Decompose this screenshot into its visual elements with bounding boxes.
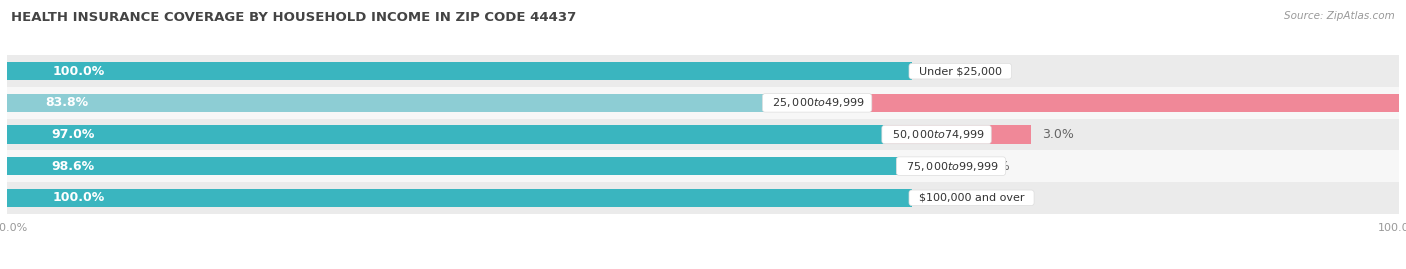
Text: 3.0%: 3.0%: [1042, 128, 1074, 141]
Text: 0.0%: 0.0%: [922, 65, 955, 78]
Bar: [7, 189, 912, 207]
Text: $100,000 and over: $100,000 and over: [912, 193, 1031, 203]
Bar: [765, 94, 1406, 112]
Bar: [7, 119, 1399, 150]
Bar: [7, 62, 912, 80]
Text: $50,000 to $74,999: $50,000 to $74,999: [884, 128, 988, 141]
Bar: [7, 94, 765, 112]
Bar: [7, 157, 898, 175]
Bar: [898, 157, 967, 175]
Text: 97.0%: 97.0%: [51, 128, 94, 141]
Text: 100.0%: 100.0%: [52, 191, 104, 204]
Text: Source: ZipAtlas.com: Source: ZipAtlas.com: [1284, 11, 1395, 21]
Text: Under $25,000: Under $25,000: [912, 66, 1008, 76]
Text: HEALTH INSURANCE COVERAGE BY HOUSEHOLD INCOME IN ZIP CODE 44437: HEALTH INSURANCE COVERAGE BY HOUSEHOLD I…: [11, 11, 576, 24]
Text: 83.8%: 83.8%: [45, 96, 89, 109]
Text: 1.4%: 1.4%: [979, 160, 1011, 173]
Bar: [7, 125, 884, 144]
Bar: [7, 55, 1399, 87]
Text: $75,000 to $99,999: $75,000 to $99,999: [898, 160, 1002, 173]
Bar: [884, 125, 1031, 144]
Text: 98.6%: 98.6%: [52, 160, 94, 173]
Bar: [7, 87, 1399, 119]
Bar: [7, 182, 1399, 214]
Bar: [7, 150, 1399, 182]
Text: 100.0%: 100.0%: [52, 65, 104, 78]
Text: 0.0%: 0.0%: [922, 191, 955, 204]
Text: $25,000 to $49,999: $25,000 to $49,999: [765, 96, 869, 109]
